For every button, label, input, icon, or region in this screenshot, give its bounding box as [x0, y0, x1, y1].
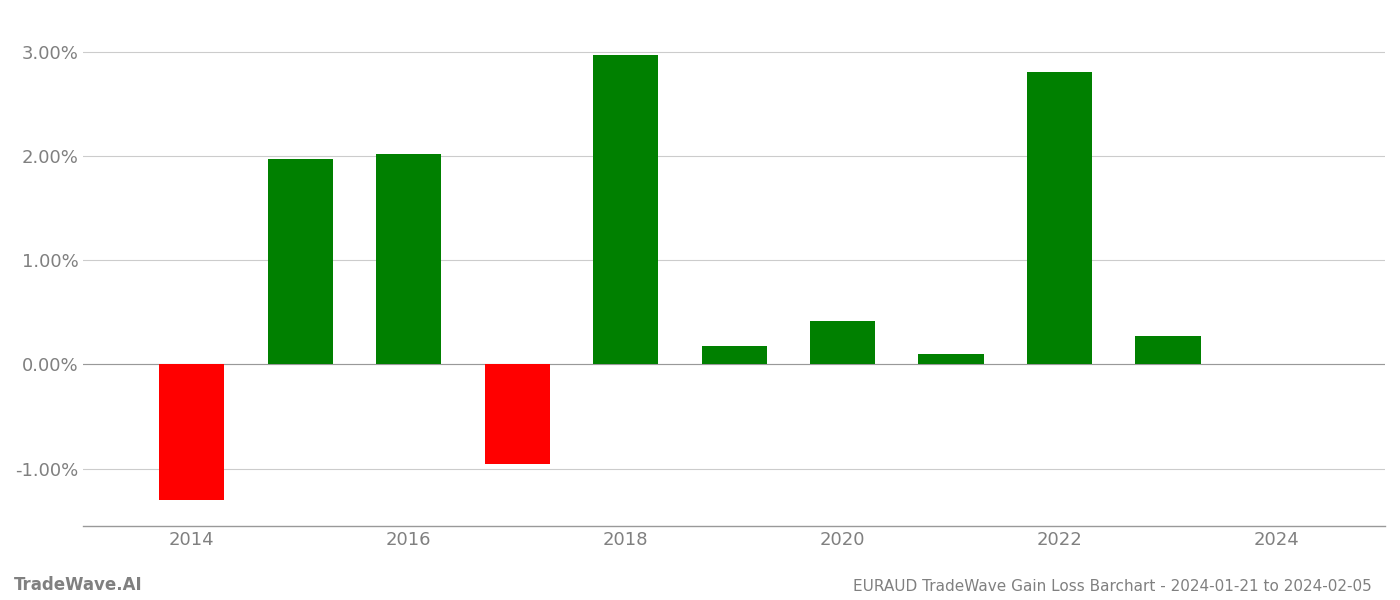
- Bar: [267, 159, 333, 364]
- Bar: [811, 320, 875, 364]
- Text: EURAUD TradeWave Gain Loss Barchart - 2024-01-21 to 2024-02-05: EURAUD TradeWave Gain Loss Barchart - 20…: [853, 579, 1372, 594]
- Text: TradeWave.AI: TradeWave.AI: [14, 576, 143, 594]
- Bar: [918, 354, 984, 364]
- Bar: [594, 55, 658, 364]
- Bar: [377, 154, 441, 364]
- Bar: [484, 364, 550, 464]
- Bar: [1135, 336, 1201, 364]
- Bar: [160, 364, 224, 500]
- Bar: [1028, 73, 1092, 364]
- Bar: [701, 346, 767, 364]
